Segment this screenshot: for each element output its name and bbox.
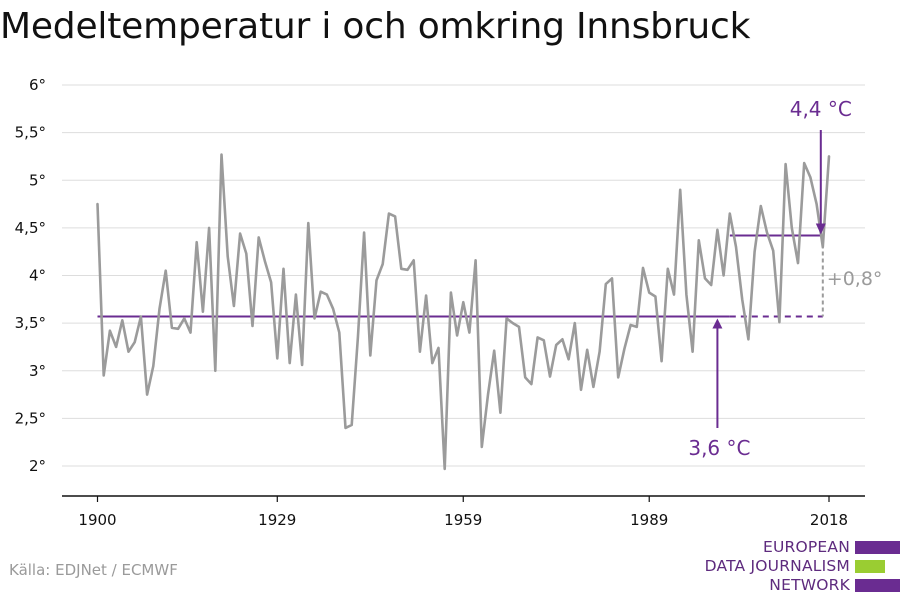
series-layer — [96, 153, 831, 471]
y-tick-label: 2° — [29, 457, 46, 475]
baseline-mean-arrowhead — [712, 318, 723, 329]
difference-label: +0,8° — [827, 268, 883, 290]
y-tick-label: 2,5° — [15, 409, 46, 427]
recent-mean-arrowhead — [815, 223, 826, 235]
y-axis-tick-labels: 2° 2,5° 3° 3,5° 4° 4,5° 5° 5,5° 6° — [15, 76, 46, 475]
gridlines — [62, 84, 865, 467]
chart-title: Medeltemperatur i och omkring Innsbruck — [0, 6, 751, 47]
logo-bar-purple-bottom — [855, 579, 900, 592]
logo-bar-green — [855, 560, 885, 573]
x-tick-label: 1929 — [258, 511, 296, 529]
y-tick-label: 5° — [29, 171, 46, 189]
edjnet-logo: EUROPEAN DATA JOURNALISM NETWORK — [700, 538, 900, 596]
recent-mean-label: 4,4 °C — [790, 97, 852, 121]
annotations-layer: +0,8° 4,4 °C 3,6 °C — [688, 97, 882, 460]
y-tick-label: 4° — [29, 267, 46, 285]
y-tick-label: 4,5° — [15, 219, 46, 237]
logo-line-data-journalism: DATA JOURNALISM — [704, 557, 850, 575]
y-tick-label: 6° — [29, 76, 46, 94]
x-tick-label: 2018 — [810, 511, 848, 529]
x-axis: 1900 1929 1959 1989 2018 — [62, 495, 865, 529]
logo-bar-purple-top — [855, 541, 900, 554]
x-tick-label: 1900 — [78, 511, 116, 529]
logo-line-european: EUROPEAN — [762, 538, 850, 556]
y-tick-label: 5,5° — [15, 124, 46, 142]
source-note: Källa: EDJNet / ECMWF — [9, 561, 178, 579]
x-tick-label: 1959 — [444, 511, 482, 529]
temperature-series-line — [96, 153, 831, 471]
logo-line-network: NETWORK — [769, 576, 850, 594]
y-tick-label: 3° — [29, 362, 46, 380]
baseline-mean-label: 3,6 °C — [688, 436, 750, 460]
y-tick-label: 3,5° — [15, 314, 46, 332]
x-tick-label: 1989 — [630, 511, 668, 529]
